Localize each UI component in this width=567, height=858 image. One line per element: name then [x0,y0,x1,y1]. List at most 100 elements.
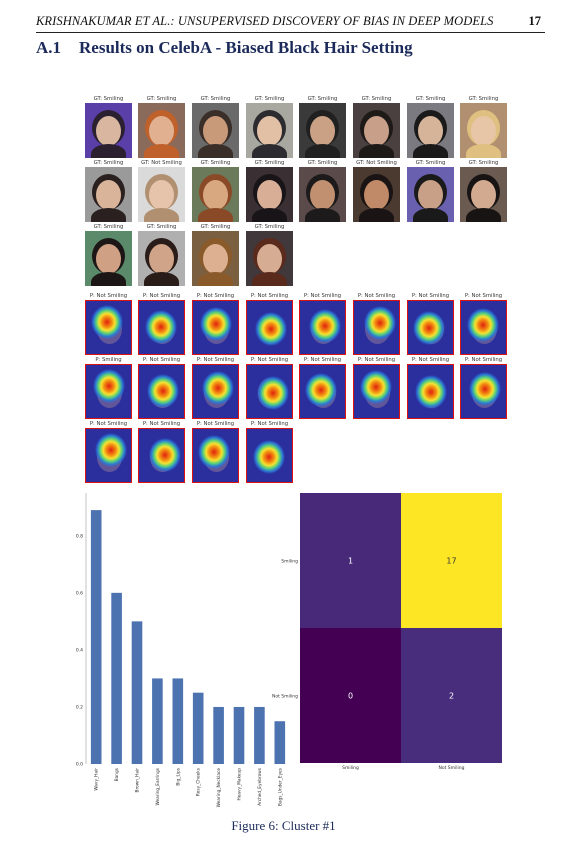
x-tick-label: Brown_Hair [135,768,141,793]
face-cell: GT: Smiling [138,223,185,287]
face-image [192,103,239,158]
gradcam-heatmap-image [407,364,454,419]
gradcam-heatmap-image [85,364,132,419]
heatmap-cell: P: Not Smiling [460,356,507,420]
face-cell: GT: Not Smiling [138,159,185,223]
face-cell: GT: Not Smiling [353,159,400,223]
face-cell: GT: Smiling [138,95,185,159]
x-tick-label: Wearing_Necklace [216,768,222,808]
face-image [138,167,185,222]
ground-truth-label: GT: Smiling [361,96,392,102]
face-image [85,167,132,222]
gradcam-heatmap-image [192,300,239,355]
prediction-heatmap-grid: P: Not Smiling P: Not Smiling P: Not Smili… [85,292,515,487]
bar-bags-under-eyes [274,721,286,764]
heatmap-cell: P: Not Smiling [299,292,346,356]
y-tick-label: 0.8 [76,533,83,539]
x-tick-label: Bags_Under_Eyes [277,767,283,806]
ground-truth-label: GT: Smiling [254,224,285,230]
gradcam-heatmap-image [85,428,132,483]
face-cell: GT: Smiling [85,223,132,287]
heatmap-cell: P: Not Smiling [138,292,185,356]
heatmap-cell-value: 1 [348,557,353,566]
heatmap-cell: P: Not Smiling [299,356,346,420]
face-image [299,167,346,222]
gradcam-heatmap-image [299,300,346,355]
gradcam-heatmap-image [138,428,185,483]
x-tick-label: Arched_Eyebrows [257,767,263,806]
bar-brown-hair [131,621,143,764]
face-image [407,167,454,222]
x-tick-label: Wavy_Hair [94,768,100,791]
prediction-label: P: Not Smiling [357,293,396,299]
face-image [85,103,132,158]
face-image [85,231,132,286]
row-label: Smiling [281,559,298,565]
attribute-bar-chart: 0.0 0.2 0.4 0.6 0.8 Wavy_Hair Bangs Brown_Hair W… [76,493,290,808]
confusion-matrix: 1 17 Smiling 0 2 Not Smiling Smiling Not Smilin… [272,493,502,771]
section-heading: A.1 Results on CelebA - Biased Black Hair… [36,38,413,58]
face-image [353,103,400,158]
face-cell: GT: Smiling [407,159,454,223]
heatmap-cell: P: Not Smiling [138,420,185,484]
row-label: Not Smiling [272,694,298,700]
heatmap-cell-3 [401,628,502,763]
prediction-label: P: Not Smiling [142,421,181,427]
gradcam-heatmap-image [460,300,507,355]
y-tick-label: 0.4 [76,647,83,653]
ground-truth-label: GT: Smiling [93,224,124,230]
face-image [138,103,185,158]
ground-truth-label: GT: Smiling [415,96,446,102]
gradcam-heatmap-image [246,364,293,419]
heatmap-cell-value: 17 [446,557,456,566]
prediction-label: P: Not Smiling [250,357,289,363]
section-title: Results on CelebA - Biased Black Hair Se… [79,38,413,57]
section-number: A.1 [36,38,62,57]
gradcam-heatmap-image [138,300,185,355]
gradcam-heatmap-image [192,364,239,419]
ground-truth-label: GT: Smiling [307,96,338,102]
heatmap-cell: P: Not Smiling [246,292,293,356]
ground-truth-label: GT: Smiling [254,160,285,166]
prediction-label: P: Not Smiling [464,293,503,299]
prediction-label: P: Not Smiling [196,421,235,427]
heatmap-cell: P: Not Smiling [407,356,454,420]
ground-truth-label: GT: Smiling [93,160,124,166]
x-tick-label: Rosy_Cheeks [196,767,202,796]
gradcam-heatmap-image [460,364,507,419]
heatmap-cell: P: Not Smiling [85,292,132,356]
face-cell: GT: Smiling [246,159,293,223]
ground-truth-image-grid: GT: Smiling GT: Smiling GT: Smiling GT: Smi… [85,95,515,290]
gradcam-heatmap-image [138,364,185,419]
face-cell: GT: Smiling [460,95,507,159]
gradcam-heatmap-image [353,364,400,419]
face-cell: GT: Smiling [246,223,293,287]
prediction-label: P: Not Smiling [196,293,235,299]
heatmap-cell: P: Not Smiling [192,292,239,356]
prediction-label: P: Not Smiling [303,293,342,299]
ground-truth-label: GT: Smiling [307,160,338,166]
heatmap-cell: P: Smiling [85,356,132,420]
face-image [460,103,507,158]
bar-wearing-earrings [152,678,163,764]
bar-wavy-hair [90,510,102,764]
ground-truth-label: GT: Smiling [468,96,499,102]
heatmap-cell: P: Not Smiling [246,420,293,484]
gradcam-heatmap-image [246,300,293,355]
face-cell: GT: Smiling [299,95,346,159]
y-tick-label: 0.0 [76,762,83,768]
heatmap-cell: P: Not Smiling [85,420,132,484]
x-tick-label: Wearing_Earrings [155,767,161,805]
page-number: 17 [528,14,542,28]
prediction-label: P: Not Smiling [250,421,289,427]
ground-truth-label: GT: Smiling [93,96,124,102]
x-tick-label: Bangs [114,767,120,781]
face-cell: GT: Smiling [407,95,454,159]
ground-truth-label: GT: Smiling [146,96,177,102]
gradcam-heatmap-image [192,428,239,483]
gradcam-heatmap-image [407,300,454,355]
heatmap-cell-1 [401,493,502,628]
bar-bangs [111,592,122,764]
face-image [246,167,293,222]
ground-truth-label: GT: Smiling [200,160,231,166]
